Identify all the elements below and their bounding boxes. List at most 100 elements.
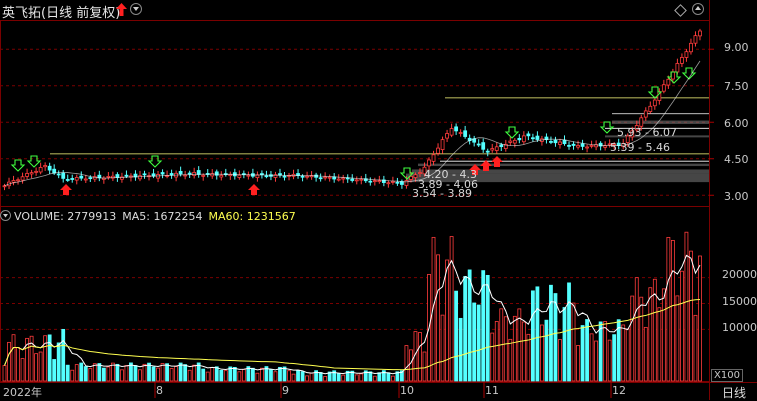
arrow-up-icon[interactable] [116, 3, 127, 16]
candle-body [246, 174, 251, 177]
candle-body [476, 143, 481, 146]
sell-signal-arrow [666, 71, 682, 84]
ma60-line [4, 298, 701, 371]
volume-bar [241, 368, 246, 382]
candle-body [300, 175, 305, 178]
volume-bar [621, 324, 626, 382]
volume-bar [7, 341, 11, 382]
candle-body [332, 176, 337, 180]
candle-body [603, 145, 608, 148]
volume-bar [129, 362, 133, 382]
price-box [605, 135, 709, 138]
volume-bar [368, 371, 373, 382]
price-box-label: 3.54 - 3.89 [412, 187, 472, 200]
price-tick: 3.00 [724, 190, 749, 203]
volume-bar [246, 366, 251, 382]
candle-body [580, 143, 585, 147]
candle-body [34, 170, 39, 173]
price-box-label: 5.39 - 5.46 [610, 141, 670, 154]
candle-body [56, 173, 61, 176]
volume-bar [83, 366, 88, 382]
volume-bar [156, 367, 160, 382]
volume-bar [634, 277, 639, 382]
stock-title[interactable]: 英飞拓(日线 前复权) [2, 6, 121, 21]
volume-tick: 10000 [722, 321, 757, 334]
candle-body [436, 147, 440, 154]
candle-body [639, 117, 644, 127]
chevron-up-icon[interactable] [692, 3, 704, 15]
volume-bar [372, 375, 377, 382]
volume-bar [106, 366, 111, 382]
volume-tick: 20000 [722, 268, 757, 281]
price-box-label: 5.93 - 6.07 [617, 126, 677, 139]
volume-bar [445, 259, 449, 382]
chevron-down-icon[interactable] [130, 3, 142, 15]
volume-bar [183, 364, 188, 382]
volume-bar [278, 366, 282, 382]
candle-body [120, 176, 124, 180]
candle-body [698, 30, 702, 37]
candle-body [648, 105, 653, 112]
candle-body [562, 139, 567, 145]
period-label[interactable]: 日线 [722, 386, 747, 400]
candle-body [16, 179, 20, 182]
volume-bar [296, 370, 300, 382]
volume-bar [363, 370, 368, 382]
buy-signal-arrow [480, 160, 492, 171]
candle-body [372, 180, 377, 183]
volume-bar [29, 335, 34, 382]
volume-bar [436, 254, 440, 382]
candle-body [404, 180, 409, 186]
volume-bar [47, 334, 52, 382]
volume-bar [440, 314, 445, 382]
candle-body [418, 172, 422, 174]
chevron-down-icon[interactable] [0, 210, 11, 221]
volume-bar [657, 307, 662, 382]
volume-bar [160, 363, 165, 382]
sell-signal-arrow [504, 126, 520, 139]
volume-bar [670, 240, 675, 382]
sell-signal-arrow [681, 67, 697, 80]
volume-bar [607, 339, 612, 382]
candle-body [684, 51, 689, 58]
candle-body [535, 135, 540, 140]
candle-body [359, 178, 364, 181]
volume-bar [124, 365, 129, 382]
candle-body [652, 99, 657, 107]
candle-body [567, 144, 571, 147]
candle-body [413, 174, 418, 178]
volume-bar [250, 367, 255, 382]
signal-arrows [10, 67, 697, 195]
candle-body [571, 143, 576, 146]
price-box-label: 4.20 - 4.3 [424, 168, 477, 181]
candle-body [598, 142, 603, 147]
volume-bar [390, 375, 395, 382]
volume-bar [205, 371, 210, 382]
sell-signal-arrow [26, 155, 42, 168]
volume-bar [43, 335, 48, 382]
candle-body [494, 146, 499, 151]
candle-body [634, 125, 639, 131]
candle-body [440, 139, 445, 151]
volume-bar [404, 345, 409, 382]
candle-body [576, 145, 580, 148]
candle-body [305, 175, 309, 178]
volume-bar [467, 269, 472, 382]
price-box [406, 173, 709, 183]
volume-bar [228, 366, 233, 382]
volume-bar [476, 304, 481, 382]
sell-signal-arrow [647, 86, 663, 99]
buy-signal-arrow [60, 184, 72, 195]
candle-body [79, 175, 84, 179]
price-box-label: 3.89 - 4.06 [418, 178, 478, 191]
candle-body [52, 168, 57, 174]
date-label: 8 [156, 384, 163, 397]
candle-body [124, 174, 129, 177]
volume-bar [309, 372, 314, 382]
volume-bar [585, 319, 589, 382]
volume-bar [381, 370, 386, 382]
candle-body [512, 139, 517, 144]
candle-body [390, 180, 395, 183]
volume-bar [2, 365, 7, 382]
